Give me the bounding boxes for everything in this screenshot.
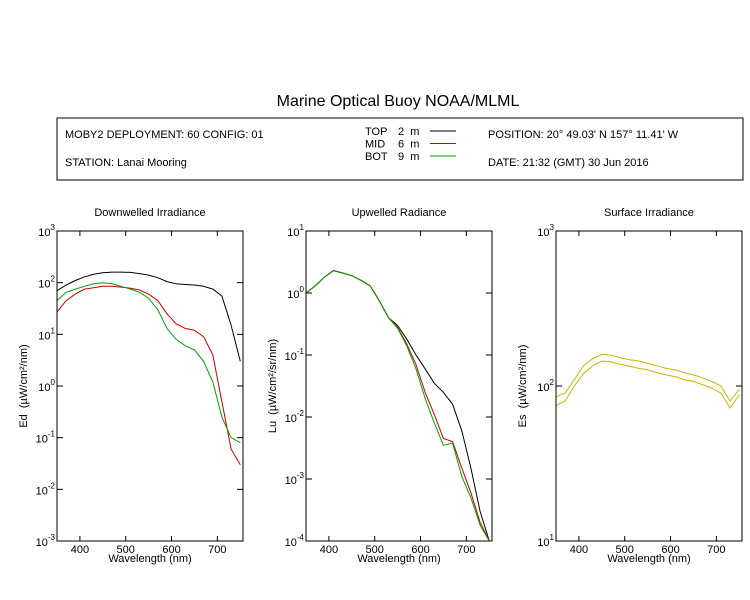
x-tick-label: 700: [208, 544, 226, 556]
y-axis-label: Ed (µW/cm²/nm): [18, 344, 30, 427]
series-line: [56, 271, 241, 362]
y-tick-label: 10: [36, 485, 48, 497]
y-tick-exponent: 2: [51, 275, 56, 284]
legend-depth: 6 m: [398, 139, 419, 151]
deployment: MOBY2 DEPLOYMENT: 60 CONFIG: 01: [65, 129, 264, 141]
y-tick-exponent: 2: [550, 378, 555, 387]
position: POSITION: 20° 49.03' N 157° 11.41' W: [488, 129, 679, 141]
y-tick-label: 10: [38, 330, 50, 342]
legend-name: TOP: [365, 126, 387, 138]
x-tick-label: 600: [661, 544, 679, 556]
y-tick-label: 10: [38, 382, 50, 394]
y-tick-exponent: 0: [51, 378, 56, 387]
x-tick-label: 400: [570, 544, 588, 556]
x-tick-label: 600: [162, 544, 180, 556]
legend: TOP 2 m MID 6 m BOT 9 m: [365, 126, 456, 163]
x-tick-label: 500: [616, 544, 634, 556]
plot-frame: [555, 230, 743, 542]
y-tick-exponent: -2: [297, 409, 305, 418]
y-tick-label: 10: [36, 434, 48, 446]
y-tick-exponent: -1: [297, 347, 305, 356]
plot-frame: [305, 230, 493, 542]
y-tick-label: 10: [285, 413, 297, 425]
y-tick-exponent: -2: [48, 481, 56, 490]
y-tick-label: 10: [285, 351, 297, 363]
x-axis-label: Wavelength (nm): [108, 553, 191, 565]
x-tick-label: 400: [71, 544, 89, 556]
series-line: [56, 282, 241, 444]
x-axis-label: Wavelength (nm): [607, 553, 690, 565]
chart-title: Downwelled Irradiance: [94, 207, 205, 219]
x-tick-label: 500: [366, 544, 384, 556]
y-tick-exponent: 1: [51, 326, 56, 335]
y-tick-exponent: -3: [297, 471, 305, 480]
y-tick-label: 10: [287, 227, 299, 239]
y-tick-exponent: 3: [51, 223, 56, 232]
y-tick-exponent: 0: [300, 285, 305, 294]
y-tick-label: 10: [285, 537, 297, 549]
x-axis-label: Wavelength (nm): [357, 553, 440, 565]
series-line: [555, 360, 740, 410]
y-tick-exponent: -3: [48, 533, 56, 542]
y-tick-exponent: 1: [300, 223, 305, 232]
legend-depth: 2 m: [398, 126, 419, 138]
y-tick-exponent: 1: [550, 533, 555, 542]
y-tick-exponent: -4: [297, 533, 305, 542]
y-tick-exponent: -1: [48, 430, 56, 439]
x-tick-label: 700: [457, 544, 475, 556]
series-line: [305, 270, 490, 542]
series-line: [56, 285, 241, 465]
y-tick-exponent: 3: [550, 223, 555, 232]
y-tick-label: 10: [285, 475, 297, 487]
y-axis-label: Lu (µW/cm²/sr/nm): [267, 339, 279, 433]
plot-frame: [56, 230, 244, 542]
y-tick-label: 10: [537, 537, 549, 549]
chart-title: Surface Irradiance: [604, 207, 694, 219]
y-tick-label: 10: [36, 537, 48, 549]
series-line: [555, 353, 740, 402]
station: STATION: Lanai Mooring: [65, 157, 187, 169]
legend-name: BOT: [365, 151, 388, 163]
y-tick-label: 10: [537, 227, 549, 239]
y-tick-label: 10: [287, 289, 299, 301]
y-axis-label: Es (µW/cm²/nm): [517, 345, 529, 428]
page-title: Marine Optical Buoy NOAA/MLML: [277, 93, 520, 110]
legend-name: MID: [365, 139, 385, 151]
x-tick-label: 400: [320, 544, 338, 556]
x-tick-label: 500: [117, 544, 135, 556]
y-tick-label: 10: [38, 279, 50, 291]
y-tick-label: 10: [537, 382, 549, 394]
legend-depth: 9 m: [398, 151, 419, 163]
info-box: [56, 117, 744, 181]
x-tick-label: 600: [411, 544, 429, 556]
date: DATE: 21:32 (GMT) 30 Jun 2016: [488, 157, 649, 169]
x-tick-label: 700: [707, 544, 725, 556]
chart-title: Upwelled Radiance: [352, 207, 447, 219]
y-tick-label: 10: [38, 227, 50, 239]
